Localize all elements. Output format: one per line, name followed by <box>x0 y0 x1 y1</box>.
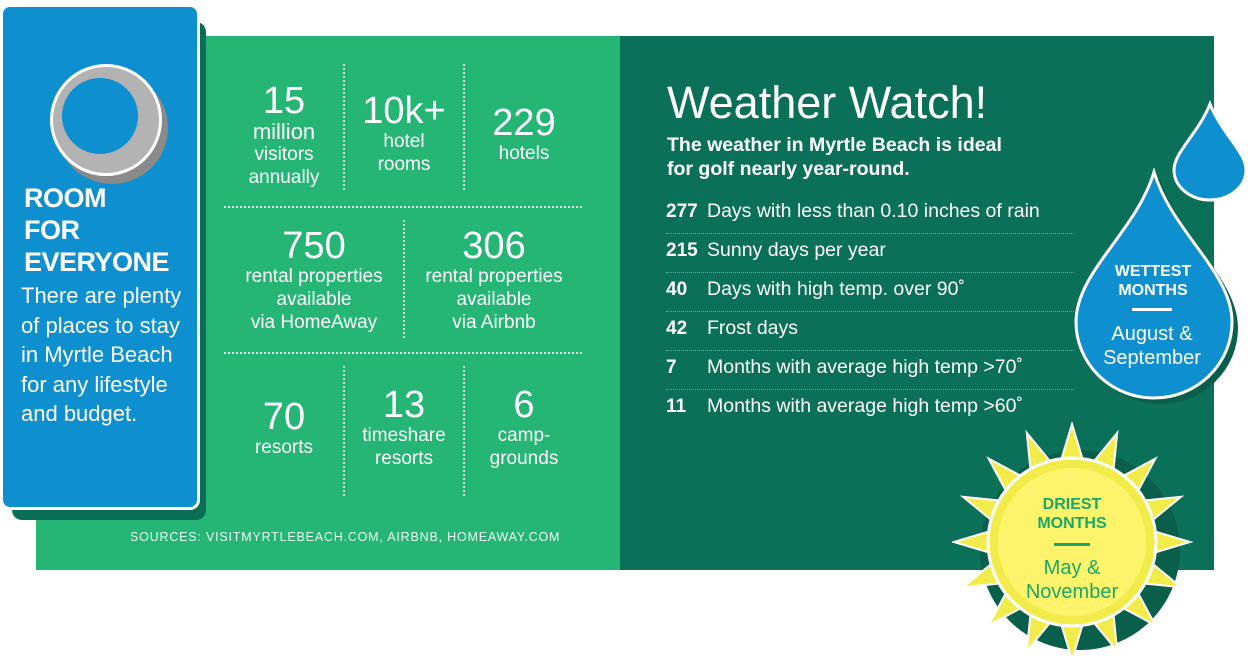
weather-row-text: Months with average high temp >70˚ <box>707 356 1023 378</box>
divider <box>224 206 582 208</box>
stat-number: 70 <box>262 396 306 438</box>
stat-hotel-rooms: 10k+ hotel rooms <box>348 92 460 176</box>
stat-label: via HomeAway <box>250 312 378 333</box>
stat-visitors: 15 million visitors annually <box>228 82 340 189</box>
stat-hotels: 229 hotels <box>468 104 580 165</box>
stat-label: rooms <box>377 154 431 175</box>
raindrop-icon-large <box>1074 168 1238 404</box>
stat-label: timeshare <box>362 425 446 446</box>
stat-label: camp- <box>497 425 551 446</box>
stat-label: annually <box>248 167 320 188</box>
door-hanger-title: ROOM FOR EVERYONE <box>24 182 170 278</box>
stat-homeaway: 750 rental properties available via Home… <box>226 227 402 334</box>
text-line: November <box>1025 581 1119 603</box>
weather-row: 40 Days with high temp. over 90˚ <box>666 273 1074 312</box>
weather-row: 215 Sunny days per year <box>666 234 1074 273</box>
title-line: MONTHS <box>1037 515 1107 532</box>
divider <box>403 220 405 338</box>
driest-divider <box>1054 543 1090 546</box>
stat-label: visitors <box>254 144 314 165</box>
stat-label: via Airbnb <box>452 312 536 333</box>
divider <box>463 64 465 190</box>
text-line: May & <box>1043 557 1101 579</box>
sources-note: SOURCES: VISITMYRTLEBEACH.COM, AIRBNB, H… <box>130 530 561 544</box>
wettest-months-text: August & September <box>1080 322 1224 370</box>
stat-label: hotel <box>383 131 425 152</box>
stat-label: rental properties <box>245 266 383 287</box>
stat-number: 6 <box>513 384 535 426</box>
divider <box>224 352 582 354</box>
weather-row-text: Months with average high temp >60˚ <box>707 395 1023 417</box>
stat-number: 229 <box>492 102 556 144</box>
weather-row: 7 Months with average high temp >70˚ <box>666 351 1074 390</box>
stat-label: available <box>276 289 352 310</box>
weather-row-number: 215 <box>666 240 698 261</box>
title-line: EVERYONE <box>24 247 170 277</box>
weather-row-number: 7 <box>666 357 677 378</box>
stat-label: available <box>456 289 532 310</box>
weather-subtitle: The weather in Myrtle Beach is ideal for… <box>667 133 1087 181</box>
subtitle-line: The weather in Myrtle Beach is ideal <box>667 134 1002 156</box>
stat-label: rental properties <box>425 266 563 287</box>
stat-label: million <box>252 119 316 144</box>
weather-row-text: Days with high temp. over 90˚ <box>707 278 965 300</box>
weather-row-number: 40 <box>666 279 688 300</box>
divider <box>343 64 345 190</box>
weather-row-number: 42 <box>666 318 688 339</box>
weather-row: 11 Months with average high temp >60˚ <box>666 390 1074 428</box>
stat-campgrounds: 6 camp- grounds <box>468 386 580 470</box>
stat-number: 15 <box>262 80 306 122</box>
stat-number: 13 <box>382 384 426 426</box>
weather-row-number: 11 <box>666 396 687 417</box>
weather-row: 277 Days with less than 0.10 inches of r… <box>666 195 1074 234</box>
stat-timeshare: 13 timeshare resorts <box>348 386 460 470</box>
stat-label: resorts <box>374 448 434 469</box>
divider <box>463 366 465 496</box>
stat-airbnb: 306 rental properties available via Airb… <box>406 227 582 334</box>
wettest-months-title: WETTEST MONTHS <box>1094 262 1212 300</box>
weather-row-text: Frost days <box>707 317 799 339</box>
stat-label: grounds <box>489 448 559 469</box>
title-line: WETTEST <box>1114 263 1192 280</box>
stat-number: 10k+ <box>362 90 446 132</box>
weather-row-number: 277 <box>666 201 698 222</box>
stat-resorts: 70 resorts <box>228 398 340 459</box>
text-line: September <box>1103 347 1201 369</box>
driest-months-title: DRIEST MONTHS <box>1012 495 1132 533</box>
subtitle-line: for golf nearly year-round. <box>667 158 910 180</box>
weather-row-text: Days with less than 0.10 inches of rain <box>707 200 1040 222</box>
door-knob-hole <box>62 78 138 154</box>
door-hanger-text: There are plenty of places to stay in My… <box>21 283 182 426</box>
wettest-divider <box>1132 308 1172 311</box>
sun-icon <box>952 422 1194 664</box>
divider <box>343 366 345 496</box>
stat-number: 750 <box>282 225 346 267</box>
driest-months-text: May & November <box>1002 556 1142 604</box>
title-line: ROOM <box>24 183 107 213</box>
stat-number: 306 <box>462 225 526 267</box>
title-line: MONTHS <box>1118 282 1188 299</box>
raindrop-icon-small <box>1172 100 1248 202</box>
text-line: August & <box>1111 323 1193 345</box>
stat-label: resorts <box>254 437 314 458</box>
weather-row-text: Sunny days per year <box>707 239 886 261</box>
title-line: DRIEST <box>1042 496 1102 513</box>
weather-row: 42 Frost days <box>666 312 1074 351</box>
weather-title: Weather Watch! <box>667 77 988 128</box>
title-line: FOR <box>24 215 80 245</box>
stat-label: hotels <box>498 143 550 164</box>
